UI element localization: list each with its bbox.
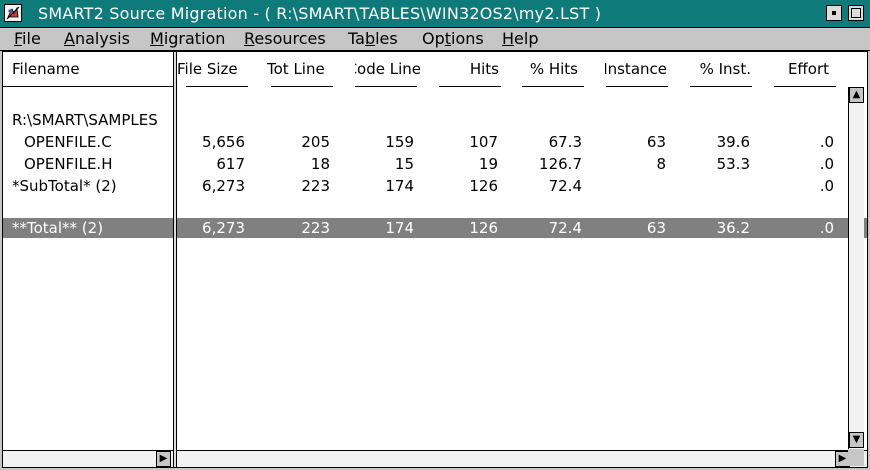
subtotal-cell: 174 [385,177,414,195]
menu-file[interactable]: File [14,29,41,48]
col-header-pct-hits[interactable]: % Hits [529,60,578,78]
header-underline [186,86,248,87]
menu-tables[interactable]: Tables [348,29,398,48]
col-header-pct-inst[interactable]: % Inst. [699,60,751,78]
report-view: Filename R:\SMART\SAMPLES OPENFILE.C OPE… [2,51,868,468]
total-cell: 63 [646,219,666,237]
total-row-selected[interactable]: **Total** (2) [3,218,173,238]
total-label: **Total** (2) [12,219,104,237]
col-header-code-line[interactable]: Code Line [355,60,421,78]
scrollbar-corner [848,449,864,466]
menu-analysis[interactable]: Analysis [64,29,130,48]
total-cell: .0 [819,219,834,237]
table-cell: .0 [819,155,834,173]
filename-header[interactable]: Filename [12,60,80,78]
scroll-up-arrow-icon[interactable]: ▲ [849,87,864,103]
menu-resources[interactable]: Resources [244,29,326,48]
subtotal-cell: 126 [469,177,498,195]
col-header-instance[interactable]: Instance [605,60,667,78]
table-cell: 63 [646,133,666,151]
table-cell: 18 [310,155,330,173]
scroll-down-arrow-icon[interactable]: ▼ [849,432,864,448]
table-cell: 67.3 [548,133,582,151]
header-divider [3,86,173,87]
group-path[interactable]: R:\SMART\SAMPLES [12,111,158,129]
header-underline [271,86,333,87]
menu-help[interactable]: Help [502,29,539,48]
scroll-right-arrow-icon[interactable]: ▶ [835,451,850,467]
data-pane: File Size Tot Line Code Line Hits % Hits… [177,52,867,467]
col-header-file-size[interactable]: File Size [177,60,238,78]
col-header-hits[interactable]: Hits [469,60,499,78]
menu-bar: File Analysis Migration Resources Tables… [0,28,870,51]
filename-pane: Filename R:\SMART\SAMPLES OPENFILE.C OPE… [3,52,173,467]
row-name-openfile-c[interactable]: OPENFILE.C [24,133,112,151]
table-cell: .0 [819,133,834,151]
total-cell: 174 [385,219,414,237]
table-cell: 15 [394,155,414,173]
title-bar[interactable]: SMART2 Source Migration - ( R:\SMART\TAB… [0,0,870,28]
subtotal-cell: 72.4 [548,177,582,195]
subtotal-cell: .0 [819,177,834,195]
vertical-scrollbar[interactable]: ▲ ▼ [848,87,864,449]
right-horizontal-scrollbar[interactable]: ▶ [177,450,867,467]
header-underline [355,86,417,87]
table-cell: 39.6 [716,133,750,151]
subtotal-cell: 6,273 [202,177,245,195]
table-cell: 107 [469,133,498,151]
table-cell: 19 [478,155,498,173]
header-underline [439,86,501,87]
total-cell: 223 [301,219,330,237]
table-cell: 8 [656,155,666,173]
total-row-selected[interactable]: 6,273 223 174 126 72.4 63 36.2 .0 [177,218,867,238]
window-title: SMART2 Source Migration - ( R:\SMART\TAB… [38,4,602,23]
app-system-menu-icon[interactable] [4,4,22,22]
subtotal-cell: 223 [301,177,330,195]
menu-options[interactable]: Options [422,29,484,48]
table-cell: 126.7 [539,155,582,173]
table-cell: 53.3 [716,155,750,173]
subtotal-label[interactable]: *SubTotal* (2) [12,177,117,195]
col-header-effort[interactable]: Effort [787,60,829,78]
menu-migration[interactable]: Migration [150,29,226,48]
left-horizontal-scrollbar[interactable]: ▶ [3,450,173,467]
row-name-openfile-h[interactable]: OPENFILE.H [24,155,113,173]
pane-splitter[interactable] [173,52,177,467]
total-cell: 36.2 [716,219,750,237]
header-underline [774,86,836,87]
header-underline [690,86,752,87]
header-underline [606,86,668,87]
table-cell: 159 [385,133,414,151]
scroll-right-arrow-icon[interactable]: ▶ [156,451,171,467]
total-cell: 72.4 [548,219,582,237]
table-cell: 205 [301,133,330,151]
col-header-tot-line[interactable]: Tot Line [267,60,325,78]
header-underline [522,86,584,87]
total-cell: 126 [469,219,498,237]
maximize-icon[interactable] [848,5,864,21]
minimize-icon[interactable] [826,5,842,21]
total-cell: 6,273 [202,219,245,237]
table-cell: 5,656 [202,133,245,151]
table-cell: 617 [216,155,245,173]
